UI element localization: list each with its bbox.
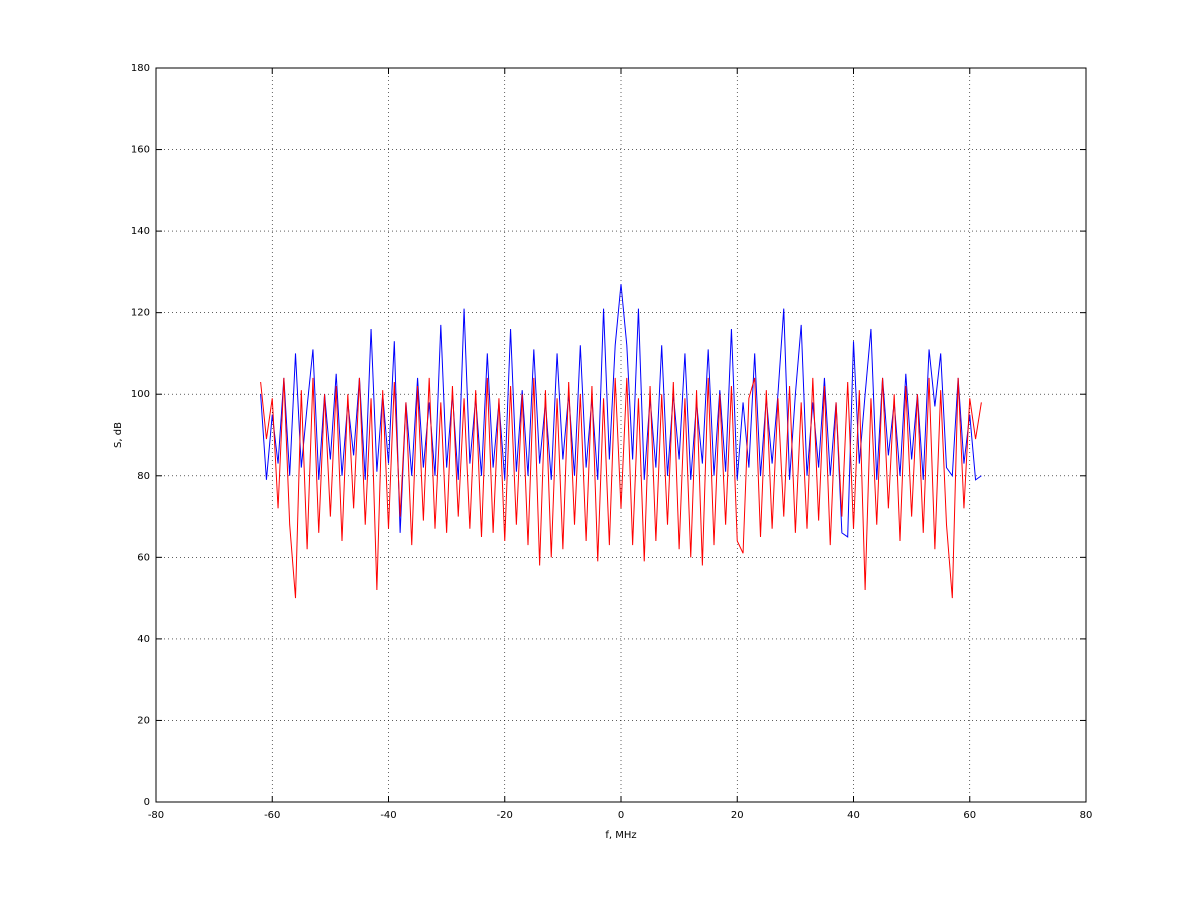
- y-tick-label: 0: [144, 797, 150, 808]
- y-tick-label: 180: [131, 63, 150, 74]
- x-tick-label: 80: [1080, 810, 1093, 821]
- y-tick-label: 80: [137, 471, 150, 482]
- x-tick-label: -60: [264, 810, 280, 821]
- y-tick-label: 120: [131, 308, 150, 319]
- x-axis-label: f, MHz: [605, 830, 636, 841]
- x-tick-label: -20: [497, 810, 513, 821]
- x-tick-label: 40: [847, 810, 860, 821]
- y-tick-label: 140: [131, 226, 150, 237]
- y-tick-label: 40: [137, 634, 150, 645]
- x-tick-label: 60: [963, 810, 976, 821]
- y-tick-label: 60: [137, 552, 150, 563]
- x-tick-label: -40: [380, 810, 396, 821]
- x-tick-label: 20: [731, 810, 744, 821]
- plot-area: [155, 67, 1087, 803]
- x-tick-label: -80: [148, 810, 164, 821]
- y-tick-label: 160: [131, 145, 150, 156]
- y-tick-label: 20: [137, 715, 150, 726]
- series-line: [260, 377, 982, 599]
- y-axis-label: S, dB: [113, 422, 124, 448]
- y-tick-label: 100: [131, 389, 150, 400]
- x-tick-label: 0: [618, 810, 624, 821]
